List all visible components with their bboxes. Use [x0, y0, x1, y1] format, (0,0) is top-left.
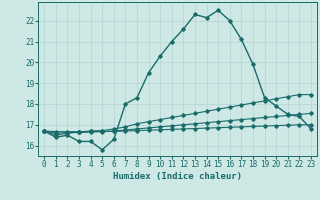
X-axis label: Humidex (Indice chaleur): Humidex (Indice chaleur)	[113, 172, 242, 181]
